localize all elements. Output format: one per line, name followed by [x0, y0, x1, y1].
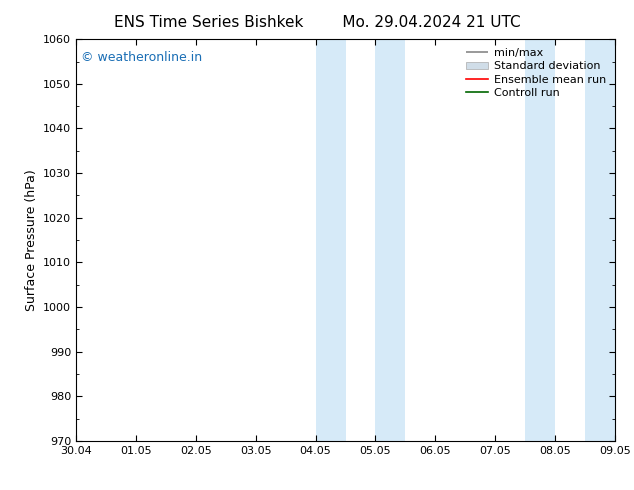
Y-axis label: Surface Pressure (hPa): Surface Pressure (hPa): [25, 169, 37, 311]
Bar: [585, 39, 615, 441]
Text: © weatheronline.in: © weatheronline.in: [81, 51, 203, 64]
Text: ENS Time Series Bishkek        Mo. 29.04.2024 21 UTC: ENS Time Series Bishkek Mo. 29.04.2024 2…: [113, 15, 521, 30]
Bar: [525, 39, 555, 441]
Bar: [375, 39, 405, 441]
Bar: [316, 39, 346, 441]
Legend: min/max, Standard deviation, Ensemble mean run, Controll run: min/max, Standard deviation, Ensemble me…: [463, 45, 609, 101]
